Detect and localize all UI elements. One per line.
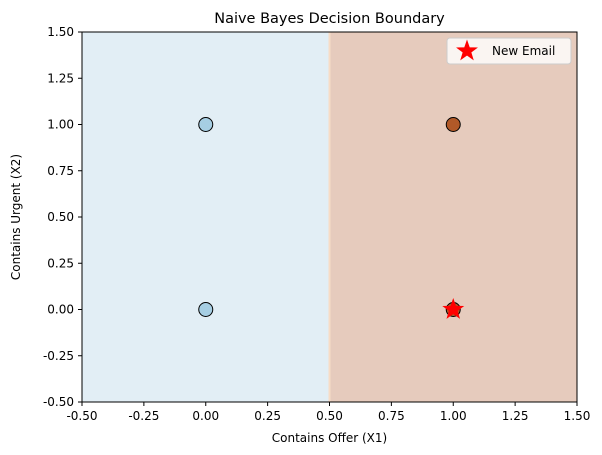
data-point-class-0 — [198, 117, 214, 132]
y-tick-label: 1.00 — [47, 118, 74, 132]
legend-star-marker — [456, 39, 478, 61]
region-class-1 — [329, 32, 577, 402]
y-tick-label: -0.50 — [43, 395, 74, 409]
y-tick-label: 0.75 — [47, 164, 74, 178]
x-tick-label: -0.50 — [66, 409, 97, 423]
x-tick-label: 1.50 — [564, 409, 591, 423]
y-tick-label: -0.25 — [43, 349, 74, 363]
x-tick-label: 0.25 — [254, 409, 281, 423]
x-tick-label: 0.50 — [316, 409, 343, 423]
x-tick-label: 0.75 — [378, 409, 405, 423]
y-axis-ticks: -0.50 -0.25 0.00 0.25 0.50 0.75 1.00 1.25 1.50 — [43, 25, 82, 409]
y-tick-label: 0.00 — [47, 303, 74, 317]
legend: New Email — [446, 37, 572, 65]
legend-entry-new-email: New Email — [492, 44, 555, 58]
plot-regions — [82, 32, 577, 402]
points-layer — [198, 117, 465, 319]
x-tick-label: 1.25 — [502, 409, 529, 423]
data-point-class-0 — [198, 302, 214, 317]
y-tick-label: 1.50 — [47, 25, 74, 39]
x-tick-label: 0.00 — [192, 409, 219, 423]
y-tick-label: 0.25 — [47, 256, 74, 270]
chart-title: Naive Bayes Decision Boundary — [214, 11, 445, 27]
region-class-0 — [82, 32, 330, 402]
y-tick-label: 1.25 — [47, 71, 74, 85]
x-tick-label: 1.00 — [440, 409, 467, 423]
new-email-point — [442, 297, 465, 319]
x-tick-label: -0.25 — [128, 409, 159, 423]
y-axis-label: Contains Urgent (X2) — [9, 154, 23, 280]
legend-box — [446, 37, 572, 65]
data-point-class-1 — [445, 117, 461, 132]
y-tick-label: 0.50 — [47, 210, 74, 224]
x-axis-label: Contains Offer (X1) — [272, 431, 387, 445]
x-axis-ticks: -0.50 -0.25 0.00 0.25 0.50 0.75 1.00 1.25 1.50 — [66, 402, 590, 423]
